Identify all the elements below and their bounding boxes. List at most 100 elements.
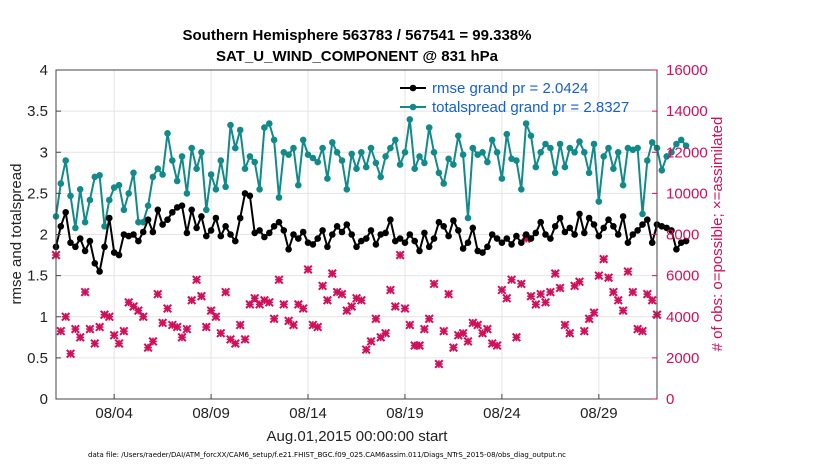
rmse-point: [251, 229, 258, 237]
obs-marker: [114, 338, 124, 348]
totalspread-point: [425, 124, 433, 131]
totalspread-point: [677, 136, 685, 144]
legend-rmse: rmse grand pr = 2.0424: [432, 80, 588, 97]
rmse-point: [101, 243, 108, 251]
totalspread-point: [566, 144, 574, 152]
rmse-point: [566, 224, 574, 232]
totalspread-point: [595, 198, 603, 205]
totalspread-point: [115, 181, 123, 189]
rmse-point: [338, 228, 346, 236]
obs-marker: [555, 283, 565, 293]
rmse-point: [503, 235, 511, 242]
obs-marker: [371, 314, 381, 324]
rmse-point: [362, 235, 370, 242]
rmse-point: [241, 190, 249, 197]
obs-marker: [497, 285, 507, 295]
rmse-point: [440, 223, 448, 230]
x-axis-ticks: 08/04 08/09 08/14 08/19 08/24 08/29: [95, 394, 618, 422]
totalspread-point: [658, 167, 666, 174]
obs-marker: [584, 314, 594, 324]
rmse-point: [469, 224, 477, 232]
obs-marker: [61, 312, 71, 322]
obs-marker: [153, 289, 163, 299]
rmse-point: [91, 260, 99, 267]
totalspread-point: [469, 144, 477, 152]
rmse-point: [348, 231, 356, 238]
rmse-point: [411, 237, 419, 245]
rmse-point: [236, 214, 244, 222]
y2-tick-label: 16000: [666, 62, 708, 79]
totalspread-point: [600, 153, 607, 160]
obs-marker: [647, 295, 657, 305]
obs-marker: [240, 334, 250, 344]
obs-marker: [516, 279, 526, 289]
rmse-point: [333, 223, 341, 230]
obs-marker: [560, 320, 570, 330]
totalspread-point: [532, 163, 540, 171]
rmse-point: [193, 224, 200, 232]
totalspread-point: [513, 157, 520, 164]
rmse-point: [673, 246, 680, 253]
totalspread-point: [348, 150, 356, 158]
y-axis-label: rmse and totalspread: [8, 164, 25, 305]
obs-marker: [565, 328, 575, 338]
x-tick-label: 08/04: [95, 405, 133, 422]
y2-axis-label: # of obs: o=possible; ×=assimilated: [709, 117, 726, 352]
totalspread-point: [86, 196, 94, 204]
y2-tick-label: 12000: [666, 144, 708, 161]
chart-subtitle: SAT_U_WIND_COMPONENT @ 831 hPa: [216, 48, 499, 65]
totalspread-point: [130, 169, 137, 177]
obs-marker: [138, 312, 148, 322]
totalspread-point: [435, 169, 443, 177]
totalspread-point: [188, 144, 195, 152]
obs-marker: [298, 304, 308, 314]
obs-marker: [385, 285, 395, 295]
y-tick-label: 0.5: [27, 350, 48, 367]
rmse-point: [595, 232, 603, 240]
totalspread-point: [144, 202, 152, 209]
y2-tick-label: 6000: [666, 268, 699, 285]
totalspread-point: [246, 153, 254, 160]
totalspread-point: [590, 140, 598, 148]
rmse-point: [270, 223, 278, 230]
totalspread-point: [261, 124, 268, 131]
totalspread-point: [120, 206, 128, 214]
obs-marker: [400, 304, 410, 314]
rmse-point: [178, 202, 186, 209]
obs-marker: [541, 297, 551, 307]
totalspread-point: [411, 165, 419, 172]
rmse-point: [115, 251, 123, 259]
totalspread-point: [314, 158, 322, 166]
totalspread-point: [455, 132, 462, 140]
rmse-point: [401, 239, 409, 246]
totalspread-point: [527, 132, 535, 140]
totalspread-point: [542, 140, 549, 148]
obs-marker: [347, 301, 357, 311]
rmse-point: [135, 237, 142, 245]
rmse-point: [634, 227, 641, 234]
totalspread-point: [581, 149, 588, 156]
rmse-point: [188, 206, 195, 214]
totalspread-point: [377, 173, 385, 181]
totalspread-point: [605, 144, 612, 152]
totalspread-point: [299, 136, 307, 144]
rmse-point: [222, 223, 229, 230]
rmse-point: [256, 227, 263, 234]
rmse-point: [513, 232, 520, 240]
obs-marker: [148, 336, 158, 346]
totalspread-point: [556, 140, 564, 148]
rmse-point: [86, 237, 94, 245]
totalspread-point: [503, 130, 511, 138]
obs-marker: [158, 318, 168, 328]
obs-marker: [473, 320, 483, 330]
totalspread-point: [372, 159, 380, 167]
rmse-point: [542, 231, 549, 238]
totalspread-point: [169, 157, 176, 164]
totalspread-point: [387, 144, 394, 152]
rmse-point: [619, 213, 627, 220]
totalspread-point: [663, 153, 670, 160]
obs-marker: [75, 332, 85, 342]
obs-marker: [550, 269, 560, 279]
rmse-point: [198, 213, 205, 220]
obs-marker: [162, 304, 172, 314]
